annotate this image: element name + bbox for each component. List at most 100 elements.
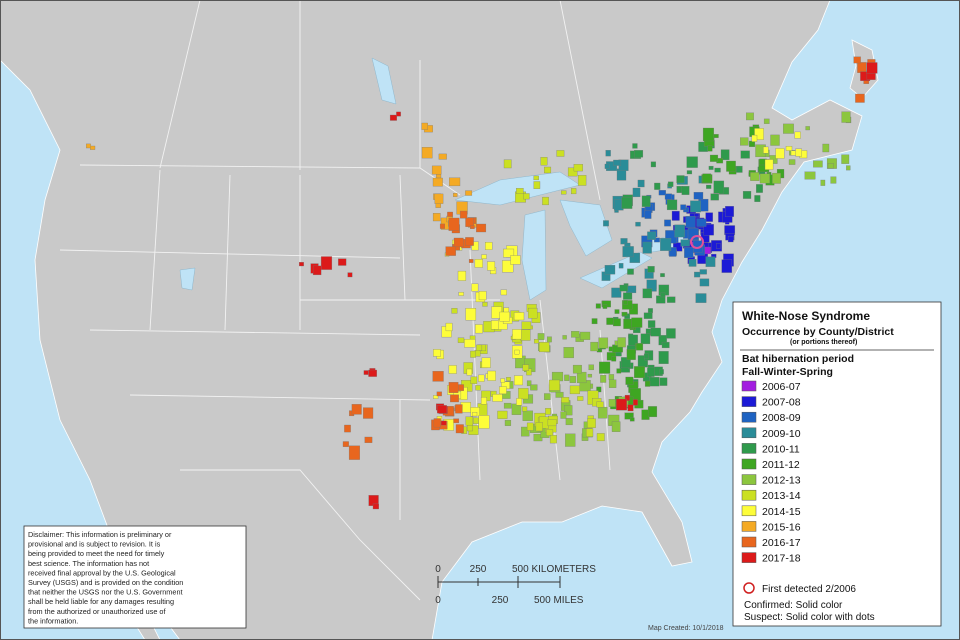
county-patch — [746, 112, 754, 121]
county-patch — [684, 247, 694, 258]
county-patch — [457, 270, 467, 281]
county-patch — [433, 418, 441, 428]
county-patch — [487, 261, 496, 271]
county-patch — [608, 379, 617, 388]
legend-swatch — [741, 552, 757, 563]
county-patch — [846, 165, 851, 171]
county-patch — [478, 415, 490, 429]
county-patch — [625, 376, 634, 385]
county-patch — [588, 364, 594, 371]
county-patch — [703, 224, 714, 236]
county-patch — [707, 145, 713, 152]
county-patch — [514, 375, 523, 386]
county-patch — [569, 385, 580, 395]
county-patch — [470, 350, 476, 358]
county-patch — [827, 163, 834, 169]
county-patch — [624, 412, 634, 420]
county-patch — [643, 353, 649, 360]
county-patch — [579, 331, 591, 340]
county-patch — [721, 259, 733, 273]
county-patch — [448, 382, 459, 393]
county-patch — [544, 393, 551, 400]
county-patch — [785, 146, 793, 151]
county-patch — [522, 364, 529, 371]
land — [0, 0, 863, 640]
county-patch — [471, 241, 479, 251]
county-patch — [573, 164, 583, 172]
county-patch — [664, 193, 672, 200]
county-patch — [643, 312, 653, 319]
county-patch — [458, 292, 464, 296]
county-patch — [436, 391, 442, 397]
county-patch — [642, 241, 652, 254]
county-patch — [671, 210, 680, 221]
legend-label: 2013-14 — [762, 490, 801, 502]
county-patch — [511, 403, 522, 415]
county-patch — [471, 283, 479, 292]
disclaimer-line: Disclaimer: This information is prelimin… — [28, 530, 172, 539]
county-patch — [523, 193, 530, 200]
county-patch — [480, 397, 487, 405]
county-patch — [421, 122, 428, 130]
county-patch — [440, 420, 447, 426]
county-patch — [562, 335, 567, 340]
county-patch — [470, 376, 478, 384]
county-patch — [512, 329, 522, 340]
county-patch — [853, 56, 861, 64]
legend-label: 2008-09 — [762, 412, 801, 424]
county-patch — [632, 187, 641, 198]
county-patch — [634, 150, 644, 158]
county-patch — [503, 402, 512, 409]
county-patch — [804, 171, 816, 180]
county-patch — [447, 211, 453, 217]
county-patch — [530, 384, 538, 391]
county-patch — [820, 179, 826, 186]
county-patch — [841, 111, 851, 123]
county-patch — [608, 399, 616, 407]
county-patch — [560, 411, 567, 419]
county-patch — [465, 190, 473, 196]
county-patch — [666, 328, 676, 339]
county-patch — [364, 436, 373, 443]
county-patch — [602, 304, 608, 309]
county-patch — [647, 266, 655, 273]
county-patch — [433, 395, 439, 399]
county-patch — [647, 367, 655, 377]
legend-label: 2014-15 — [762, 506, 801, 518]
legend-label: 2009-10 — [762, 428, 801, 440]
county-patch — [591, 318, 598, 325]
county-patch — [438, 153, 447, 160]
county-patch — [597, 406, 608, 419]
county-patch — [389, 114, 397, 121]
county-patch — [694, 271, 701, 278]
county-patch — [681, 186, 690, 195]
county-patch — [474, 259, 483, 268]
scale-bar: 0 250 500 KILOMETERS 0 250 500 MILES — [435, 564, 596, 606]
county-patch — [647, 308, 653, 314]
county-patch — [650, 161, 656, 168]
county-patch — [513, 312, 525, 321]
county-patch — [563, 347, 574, 359]
county-patch — [696, 218, 707, 227]
county-patch — [659, 377, 668, 386]
county-patch — [470, 407, 480, 417]
county-patch — [567, 167, 578, 177]
county-patch — [754, 128, 764, 140]
county-patch — [740, 137, 749, 146]
county-patch — [754, 195, 761, 202]
county-patch — [623, 292, 633, 300]
county-patch — [338, 258, 347, 266]
county-patch — [627, 268, 634, 275]
scale-label: 500 KILOMETERS — [512, 564, 596, 575]
legend-period-title: Bat hibernation period — [742, 353, 854, 365]
county-patch — [445, 246, 456, 256]
county-patch — [475, 385, 481, 391]
county-patch — [506, 377, 511, 381]
county-patch — [748, 140, 756, 147]
county-patch — [476, 223, 487, 233]
county-patch — [503, 159, 512, 169]
disclaimer-line: received final approval by the U.S. Geol… — [28, 568, 176, 577]
county-patch — [763, 146, 769, 154]
legend-label: 2006-07 — [762, 381, 801, 393]
county-patch — [763, 118, 770, 124]
